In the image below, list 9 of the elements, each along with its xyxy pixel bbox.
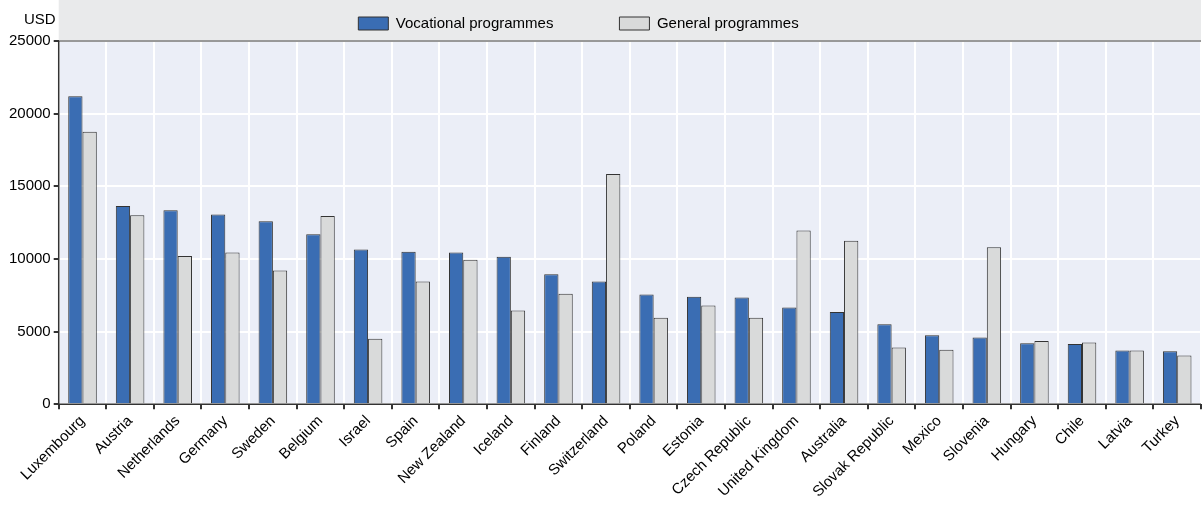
legend-label: General programmes — [656, 13, 849, 31]
y-tick-label: 20000 — [8, 103, 51, 121]
y-tick-label: 10000 — [8, 249, 51, 267]
y-tick-label: 25000 — [8, 31, 51, 49]
y-tick-label: 15000 — [8, 176, 51, 194]
y-tick-label: 5000 — [17, 321, 51, 339]
legend-label: Vocational programmes — [395, 13, 604, 31]
y-tick-label: 0 — [42, 394, 51, 412]
y-axis-title: USD — [24, 9, 56, 27]
